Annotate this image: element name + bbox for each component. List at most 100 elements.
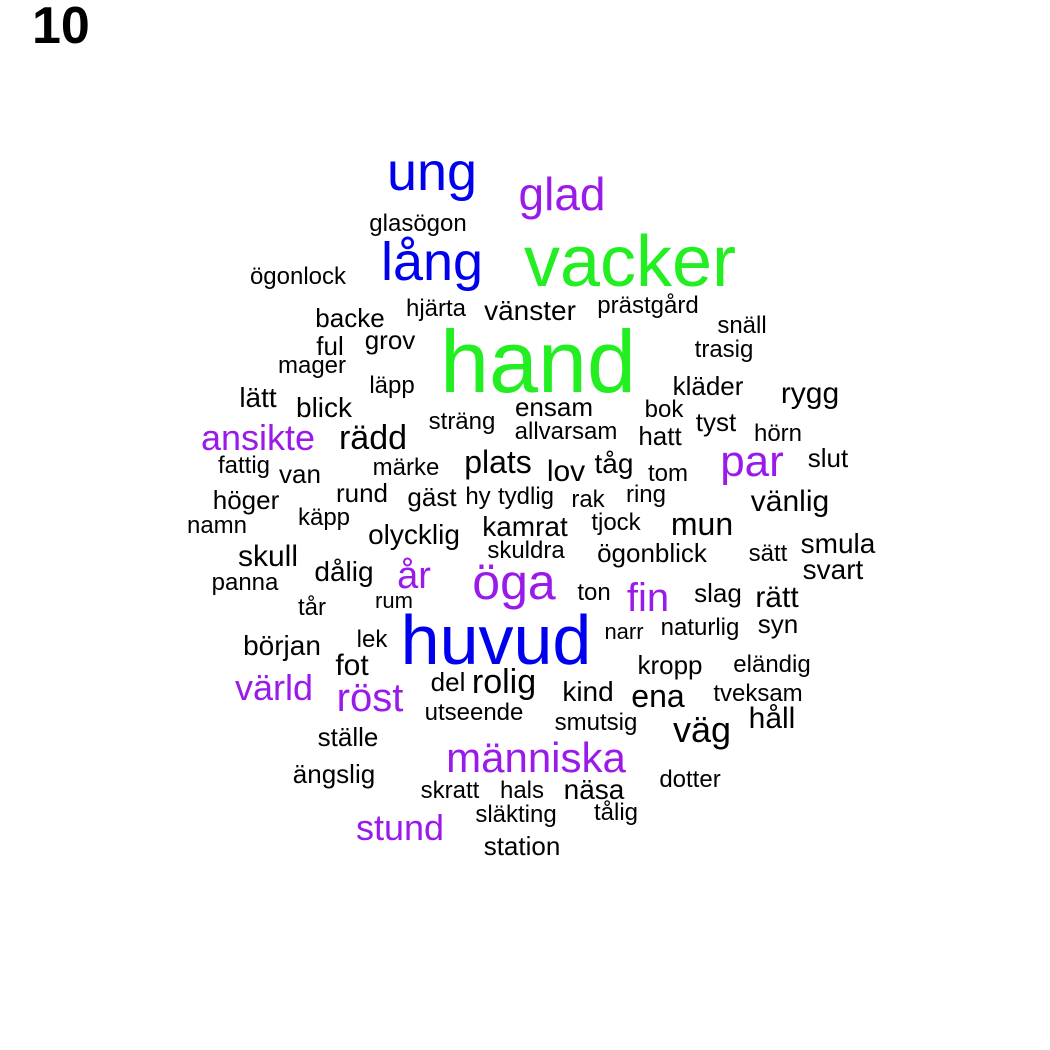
word-cloud-word: lek bbox=[356, 626, 388, 653]
word-cloud-word: släkting bbox=[475, 801, 557, 828]
word-cloud-word: backe bbox=[315, 303, 385, 333]
word-cloud-word: allvarsam bbox=[514, 418, 618, 445]
word-cloud-word: käpp bbox=[297, 504, 351, 531]
word-cloud-word: station bbox=[483, 831, 561, 861]
word-cloud-word: kläder bbox=[672, 371, 744, 401]
word-cloud-word: tveksam bbox=[713, 680, 803, 707]
word-cloud-word: vänster bbox=[484, 295, 576, 326]
word-cloud-word: olycklig bbox=[368, 519, 460, 550]
word-cloud-word: rätt bbox=[755, 581, 799, 614]
word-cloud-word: skull bbox=[237, 540, 299, 573]
word-cloud-word: blick bbox=[295, 392, 353, 423]
word-cloud-word: märke bbox=[372, 454, 440, 481]
word-cloud-word: ton bbox=[577, 579, 611, 606]
word-cloud-word: utseende bbox=[424, 699, 524, 726]
word-cloud-word: näsa bbox=[563, 774, 625, 805]
word-cloud-word: rum bbox=[375, 588, 413, 613]
word-cloud-word: mun bbox=[670, 506, 734, 542]
panel-label: 10 bbox=[32, 0, 90, 55]
word-cloud-word: dotter bbox=[659, 766, 721, 793]
word-cloud-word: snäll bbox=[717, 312, 767, 339]
word-cloud-word: tår bbox=[297, 594, 327, 621]
word-cloud-word: lov bbox=[546, 455, 586, 488]
word-cloud-word: huvud bbox=[400, 601, 592, 679]
word-cloud-word: tyst bbox=[695, 407, 737, 437]
word-cloud-word: sträng bbox=[428, 408, 496, 435]
word-cloud-word: vänlig bbox=[750, 485, 830, 518]
word-cloud-word: glad bbox=[518, 168, 606, 220]
word-cloud-word: år bbox=[397, 555, 431, 597]
word-cloud-word: röst bbox=[336, 676, 404, 720]
word-cloud-word: narr bbox=[604, 619, 644, 644]
word-cloud-word: slut bbox=[807, 443, 849, 473]
word-cloud-word: lång bbox=[380, 232, 484, 292]
word-cloud-word: hatt bbox=[638, 421, 682, 451]
word-cloud-word: par bbox=[720, 437, 784, 486]
word-cloud-word: kamrat bbox=[482, 511, 568, 542]
word-cloud-word: syn bbox=[757, 609, 799, 639]
word-cloud-word: ögonlock bbox=[249, 263, 347, 290]
word-cloud-word: fot bbox=[335, 649, 369, 682]
word-cloud-word: skuldra bbox=[487, 537, 565, 564]
word-cloud-word: sätt bbox=[748, 540, 788, 567]
word-cloud-word: människa bbox=[446, 734, 626, 781]
word-cloud-word: ful bbox=[316, 331, 344, 361]
word-cloud-word: svart bbox=[802, 554, 864, 585]
word-cloud-word: ena bbox=[631, 678, 685, 714]
word-cloud-word: van bbox=[279, 459, 321, 489]
word-cloud-word: hand bbox=[440, 312, 636, 411]
word-cloud-word: slag bbox=[694, 578, 742, 608]
word-cloud-word: mager bbox=[277, 352, 347, 379]
word-cloud-word: värld bbox=[234, 667, 314, 708]
word-cloud-word: ansikte bbox=[200, 417, 316, 458]
word-cloud-word: ensam bbox=[514, 392, 594, 422]
word-cloud-word: plats bbox=[464, 444, 532, 480]
word-cloud-word: lätt bbox=[239, 382, 277, 413]
word-cloud-word: kropp bbox=[637, 650, 703, 680]
word-cloud-word: rolig bbox=[471, 663, 537, 701]
word-cloud-word: gäst bbox=[407, 482, 457, 512]
word-cloud-word: dålig bbox=[314, 556, 374, 587]
word-cloud-word: bok bbox=[644, 396, 684, 423]
word-cloud-word: del bbox=[430, 667, 466, 697]
word-cloud-word: stund bbox=[355, 807, 445, 848]
word-cloud-word: tom bbox=[647, 460, 689, 487]
word-cloud-word: början bbox=[243, 630, 321, 661]
word-cloud-word: prästgård bbox=[597, 292, 699, 319]
word-cloud-word: tjock bbox=[591, 509, 641, 536]
word-cloud-word: rädd bbox=[338, 419, 408, 457]
word-cloud-word: läpp bbox=[369, 372, 415, 399]
word-cloud-word: hy bbox=[465, 483, 491, 510]
word-cloud-word: skratt bbox=[420, 777, 480, 804]
word-cloud-word: trasig bbox=[694, 336, 754, 363]
word-cloud-word: fin bbox=[626, 576, 670, 620]
word-cloud-word: väg bbox=[672, 709, 732, 750]
word-cloud-word: tålig bbox=[593, 799, 639, 826]
word-cloud-word: glasögon bbox=[369, 210, 467, 237]
word-cloud-word: panna bbox=[211, 569, 279, 596]
word-cloud-word: rak bbox=[571, 486, 605, 513]
word-cloud-word: grov bbox=[364, 325, 416, 355]
word-cloud-word: vacker bbox=[523, 222, 737, 302]
word-cloud-word: naturlig bbox=[660, 614, 740, 641]
word-cloud-word: rygg bbox=[780, 377, 840, 410]
word-cloud-word: öga bbox=[472, 554, 556, 610]
word-cloud-word: håll bbox=[748, 702, 796, 735]
word-cloud-word: höger bbox=[212, 485, 280, 515]
word-cloud-word: hörn bbox=[753, 420, 803, 447]
word-cloud-word: eländig bbox=[733, 651, 811, 678]
word-cloud-word: smutsig bbox=[554, 709, 638, 736]
word-cloud-word: rund bbox=[335, 478, 389, 508]
word-cloud-word: hals bbox=[499, 777, 545, 804]
word-cloud-word: namn bbox=[186, 512, 248, 539]
word-cloud-word: kind bbox=[562, 676, 614, 707]
word-cloud-word: hjärta bbox=[405, 295, 467, 322]
word-cloud-word: tåg bbox=[594, 448, 634, 479]
word-cloud-word: fattig bbox=[217, 452, 271, 479]
word-cloud-word: ställe bbox=[317, 722, 379, 752]
word-cloud-word: tydlig bbox=[497, 483, 555, 510]
word-cloud-word: ögonblick bbox=[597, 538, 707, 568]
word-cloud-word: ängslig bbox=[292, 759, 376, 789]
word-cloud-word: ring bbox=[625, 481, 667, 508]
